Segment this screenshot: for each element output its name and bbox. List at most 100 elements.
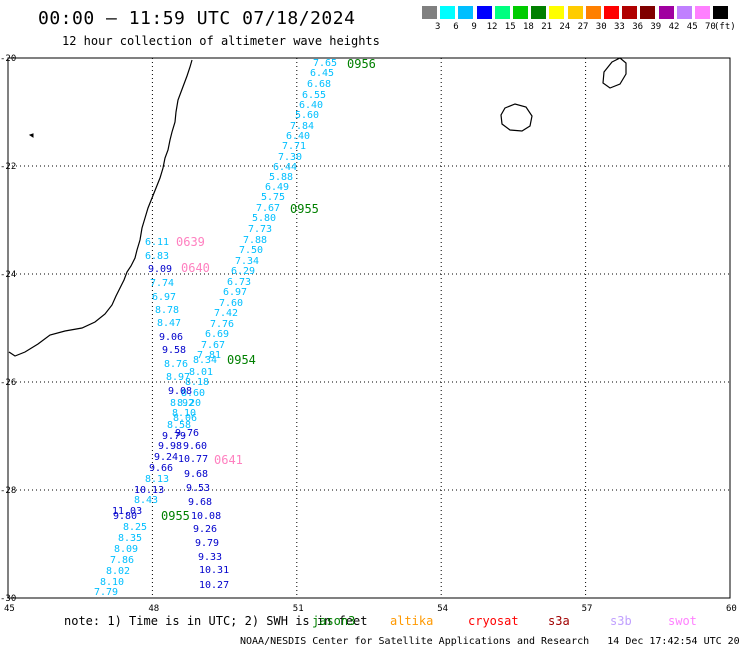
legend-swatch	[531, 6, 547, 19]
wave-height-value: 7.71	[282, 141, 306, 152]
wave-height-value: 6.40	[299, 100, 323, 111]
satellite-s3b: s3b	[610, 614, 632, 628]
wave-height-value: 9.53	[186, 483, 210, 494]
wave-height-value: 8.34	[193, 355, 217, 366]
madagascar-coastline	[8, 59, 193, 357]
wave-height-value: 6.45	[310, 68, 334, 79]
wave-height-value: 6.68	[307, 79, 331, 90]
pass-time-label: 0641	[214, 453, 243, 467]
wave-height-value: 8.76	[164, 359, 188, 370]
legend-swatch	[585, 6, 601, 19]
wave-height-value: 9.33	[198, 552, 222, 563]
legend-swatch	[676, 6, 692, 19]
wave-height-value: 9.80	[113, 511, 137, 522]
y-tick-label: -30	[0, 594, 16, 604]
map-frame	[7, 57, 731, 599]
wave-height-value: 7.65	[313, 58, 337, 69]
legend-label: 12	[486, 22, 498, 32]
legend-swatch	[458, 6, 474, 19]
x-tick-label: 54	[437, 604, 448, 614]
wave-height-value: 8.13	[145, 474, 169, 485]
wave-height-value: 8.09	[114, 544, 138, 555]
legend-label: 36	[632, 22, 644, 32]
y-tick-label: -20	[0, 54, 16, 64]
reunion-island	[500, 103, 533, 132]
wave-height-value: 5.75	[261, 192, 285, 203]
wave-height-value: 8.10	[172, 408, 196, 419]
wave-height-value: 5.80	[252, 213, 276, 224]
legend-swatch	[640, 6, 656, 19]
pass-time-label: 0640	[181, 261, 210, 275]
y-tick-label: -24	[0, 270, 16, 280]
pass-time-label: 0954	[227, 353, 256, 367]
pass-time-label: 0956	[347, 57, 376, 71]
legend-label: 70	[705, 22, 716, 32]
legend-swatch	[476, 6, 492, 19]
wave-height-value: 9.26	[193, 524, 217, 535]
wave-height-value: 10.27	[199, 580, 229, 591]
wave-height-value: 9.76	[175, 428, 199, 439]
wave-height-value: 7.60	[219, 298, 243, 309]
wave-height-value: 7.42	[214, 308, 238, 319]
wave-height-value: 10.77	[178, 454, 208, 465]
wave-height-value: 9.68	[184, 469, 208, 480]
wave-height-value: 7.86	[110, 555, 134, 566]
wave-height-value: 6.97	[152, 292, 176, 303]
legend-swatch	[622, 6, 638, 19]
wave-height-value: 6.69	[205, 329, 229, 340]
wave-height-value: 6.11	[145, 237, 169, 248]
satellite-s3a: s3a	[548, 614, 570, 628]
wave-height-value: 8.60	[181, 388, 205, 399]
pass-time-labels: 0956 0955 0954 0955 0639 0640 0641	[161, 57, 376, 523]
legend-label: 39	[650, 22, 662, 32]
x-tick-label: 45	[4, 604, 15, 614]
wave-height-value: 6.44	[273, 162, 297, 173]
wave-height-value: 7.50	[239, 245, 263, 256]
satellite-cryosat: cryosat	[468, 614, 519, 628]
legend-swatch	[604, 6, 619, 19]
wave-height-value: 5.88	[269, 172, 293, 183]
wave-height-values: 7.656.456.686.556.405.607.846.407.717.30…	[94, 58, 337, 598]
wave-height-value: 8.47	[157, 318, 181, 329]
x-tick-label: 51	[293, 604, 304, 614]
y-tick-label: -22	[0, 162, 16, 172]
x-tick-label: 60	[726, 604, 737, 614]
legend-swatch	[513, 6, 528, 19]
wave-height-value: 8.97	[166, 372, 190, 383]
wave-height-value: 6.83	[145, 251, 169, 262]
satellite-altika: altika	[390, 614, 434, 628]
satellite-jason3: jason3	[312, 614, 356, 628]
wave-height-value: 9.09	[148, 264, 172, 275]
legend-label: 3	[435, 22, 441, 32]
legend-label: 15	[504, 22, 516, 32]
wave-height-value: 7.67	[256, 203, 280, 214]
wave-height-value: 7.81	[197, 350, 221, 361]
wave-height-value: 9.24	[154, 452, 178, 463]
y-tick-label: -26	[0, 378, 16, 388]
credit-line: NOAA/NESDIS Center for Satellite Applica…	[240, 636, 740, 647]
map-subtitle: 12 hour collection of altimeter wave hei…	[62, 34, 380, 48]
wave-height-value: 9.98	[158, 441, 182, 452]
wave-height-value: 7.67	[201, 340, 225, 351]
wave-height-value: 8.06	[173, 413, 197, 424]
pass-time-label: 0639	[176, 235, 205, 249]
legend-label: 27	[577, 22, 589, 32]
wave-height-value: 8.78	[155, 305, 179, 316]
wave-height-value: 9.08	[168, 386, 192, 397]
legend-label: 33	[614, 22, 625, 32]
coastline	[8, 57, 627, 357]
wave-height-value: 8.35	[118, 533, 142, 544]
legend-swatch	[440, 6, 456, 19]
wave-height-value: 8.20	[177, 398, 201, 409]
wave-height-value: 7.34	[235, 256, 259, 267]
legend-label: 21	[541, 22, 553, 32]
legend-swatch	[695, 6, 710, 19]
wave-height-value: 7.79	[94, 587, 118, 598]
wave-height-value: 6.55	[302, 90, 326, 101]
wave-height-value: 6.40	[286, 131, 310, 142]
wave-height-value: 6.29	[231, 266, 255, 277]
wave-height-value: 8.25	[123, 522, 147, 533]
wave-height-value: 9.68	[188, 497, 212, 508]
legend-label: 30	[595, 22, 607, 32]
legend-swatch	[422, 6, 437, 19]
